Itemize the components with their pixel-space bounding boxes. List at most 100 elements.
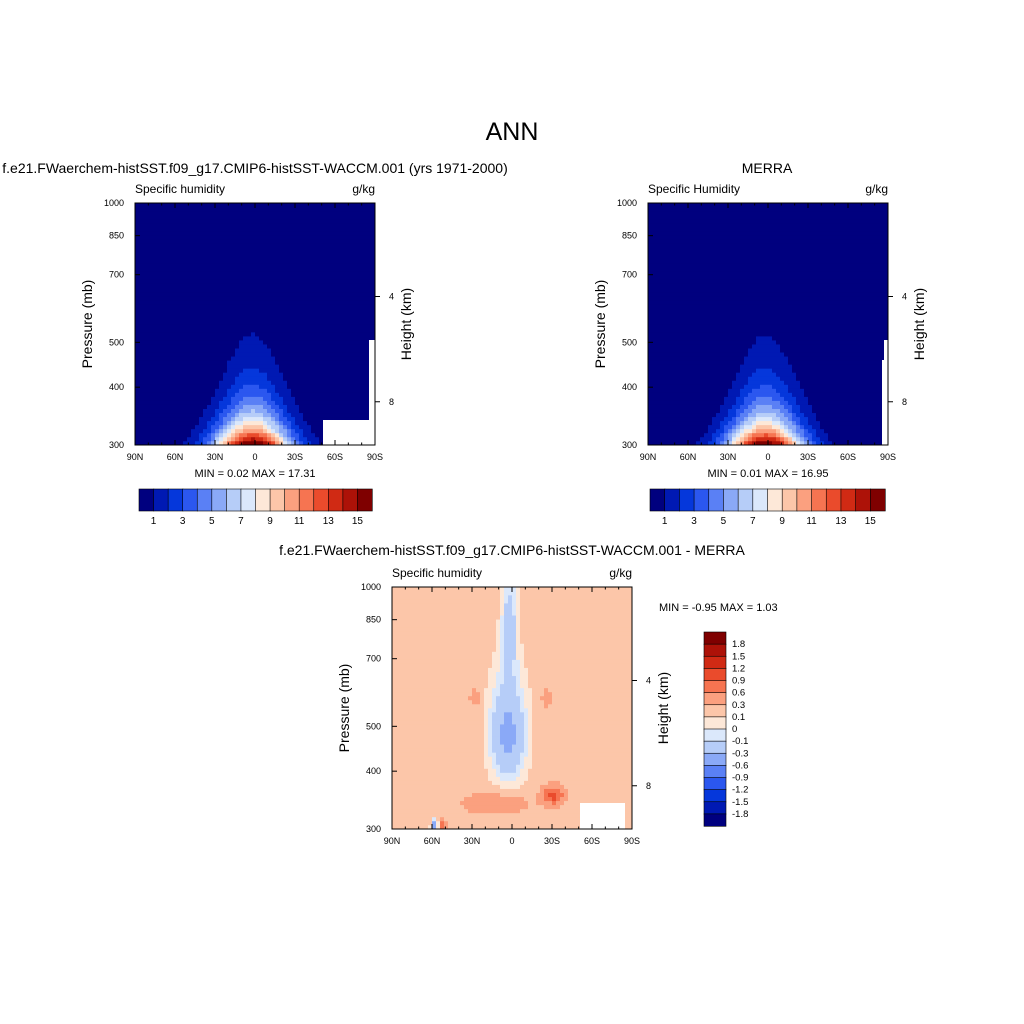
field-cell <box>676 388 681 393</box>
field-cell <box>139 243 144 248</box>
field-cell <box>656 222 661 228</box>
field-cell <box>363 247 368 252</box>
field-cell <box>367 271 372 276</box>
field-cell <box>223 267 228 272</box>
field-cell <box>239 210 244 216</box>
field-cell <box>183 218 188 224</box>
field-cell <box>371 335 375 341</box>
field-cell <box>684 243 689 248</box>
field-cell <box>347 206 352 212</box>
field-cell <box>187 424 192 430</box>
field-cell <box>704 432 709 438</box>
field-cell <box>716 440 721 445</box>
field-cell <box>207 299 212 305</box>
field-cell <box>255 416 260 422</box>
field-cell <box>167 303 172 309</box>
field-cell <box>179 303 184 309</box>
field-cell <box>171 327 176 333</box>
field-cell <box>724 315 729 321</box>
field-cell <box>215 327 220 333</box>
field-cell <box>303 279 308 284</box>
field-cell <box>295 255 300 260</box>
field-cell <box>219 234 224 240</box>
field-cell <box>211 380 216 385</box>
field-cell <box>299 230 304 236</box>
field-cell <box>696 283 701 288</box>
field-cell <box>135 416 140 422</box>
field-cell <box>291 372 296 377</box>
field-cell <box>263 287 268 293</box>
field-cell <box>704 283 709 288</box>
field-cell <box>251 436 256 442</box>
field-cell <box>243 432 248 438</box>
field-cell <box>371 206 375 212</box>
field-cell <box>163 315 168 321</box>
field-cell <box>676 307 681 313</box>
field-cell <box>367 222 372 228</box>
field-cell <box>724 239 729 244</box>
field-cell <box>167 283 172 288</box>
field-cell <box>255 299 260 305</box>
field-cell <box>648 279 653 284</box>
field-cell <box>235 404 240 409</box>
field-cell <box>712 214 717 220</box>
field-cell <box>135 404 140 409</box>
field-cell <box>704 291 709 297</box>
field-cell <box>195 347 200 353</box>
field-cell <box>171 259 176 264</box>
field-cell <box>143 331 148 337</box>
colorbar-swatch <box>153 488 169 512</box>
field-cell <box>239 428 244 434</box>
field-cell <box>135 230 140 236</box>
field-cell <box>199 331 204 337</box>
field-cell <box>688 428 693 434</box>
field-cell <box>263 218 268 224</box>
field-cell <box>219 368 224 373</box>
field-cell <box>335 331 340 337</box>
field-cell <box>211 368 216 373</box>
field-cell <box>195 355 200 361</box>
field-cell <box>291 206 296 212</box>
field-cell <box>203 303 208 309</box>
field-cell <box>259 376 264 381</box>
field-cell <box>271 323 276 329</box>
field-cell <box>704 267 709 272</box>
field-cell <box>676 347 681 353</box>
field-cell <box>247 259 252 264</box>
field-cell <box>283 428 288 434</box>
field-cell <box>231 291 236 297</box>
field-cell <box>315 436 320 442</box>
field-cell <box>323 247 328 252</box>
field-cell <box>251 303 256 309</box>
field-cell <box>179 327 184 333</box>
field-cell <box>235 283 240 288</box>
field-cell <box>648 331 653 337</box>
field-cell <box>191 428 196 434</box>
field-cell <box>167 372 172 377</box>
field-cell <box>363 351 368 357</box>
field-cell <box>227 259 232 264</box>
field-cell <box>355 203 360 208</box>
field-cell <box>680 279 685 284</box>
field-cell <box>672 400 677 405</box>
field-cell <box>664 339 669 345</box>
field-cell <box>263 259 268 264</box>
field-cell <box>223 279 228 284</box>
field-cell <box>359 206 364 212</box>
field-cell <box>227 351 232 357</box>
field-cell <box>159 234 164 240</box>
field-cell <box>151 368 156 373</box>
field-cell <box>299 424 304 430</box>
field-cell <box>251 275 256 280</box>
y-right-axis-label: Height (km) <box>398 288 414 360</box>
field-cell <box>660 214 665 220</box>
field-cell <box>155 315 160 321</box>
field-cell <box>303 255 308 260</box>
field-cell <box>275 279 280 284</box>
field-cell <box>159 263 164 268</box>
field-cell <box>335 275 340 280</box>
field-cell <box>267 255 272 260</box>
field-cell <box>151 428 156 434</box>
field-cell <box>267 295 272 301</box>
field-cell <box>664 299 669 305</box>
